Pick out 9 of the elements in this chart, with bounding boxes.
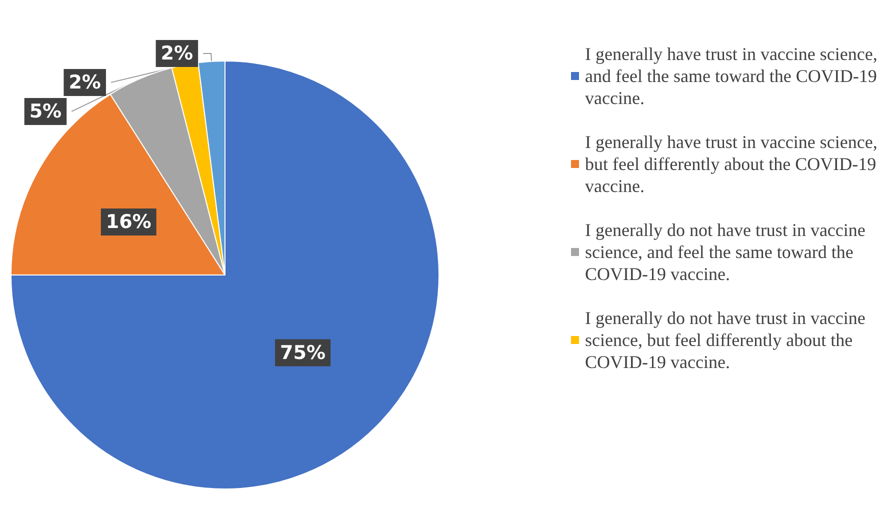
legend-label: I generally have trust in vaccine science, and feel the same toward the COVID-19 vaccine. — [585, 44, 882, 108]
legend-label: I generally do not have trust in vaccine science, and feel the same toward the COVID-19 vaccine. — [585, 220, 870, 284]
data-label: 75% — [280, 342, 326, 364]
legend-label: I generally do not have trust in vaccine science, but feel differently about the COVID-19 vaccine. — [585, 308, 870, 372]
legend-label: I generally have trust in vaccine science, but feel differently about the COVID-19 vaccine. — [585, 132, 882, 196]
data-label: 5% — [29, 100, 62, 122]
data-label: 16% — [106, 211, 152, 234]
data-label: 2% — [68, 71, 101, 94]
data-label: 2% — [160, 42, 194, 64]
